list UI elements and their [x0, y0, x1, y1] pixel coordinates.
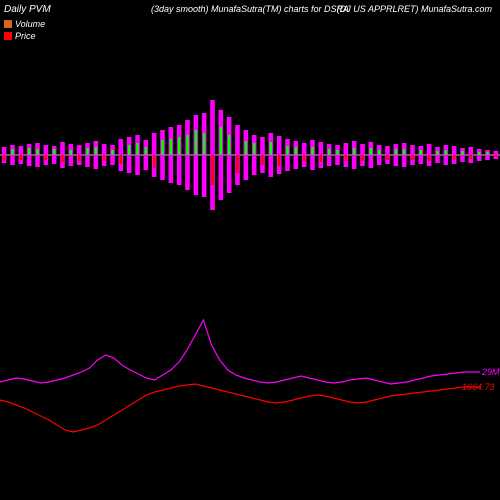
volume-axis-label: 29M: [482, 367, 500, 377]
legend-item-volume: Volume: [4, 18, 45, 30]
legend-label-volume: Volume: [15, 19, 45, 29]
chart-header: Daily PVM (3day smooth) MunafaSutra(TM) …: [0, 4, 500, 18]
legend: Volume Price: [4, 18, 45, 42]
legend-swatch-volume: [4, 20, 12, 28]
header-right-source: (DJ US APPRLRET) MunafaSutra.com: [337, 4, 492, 14]
volume-bar-chart: [0, 75, 500, 235]
price-volume-line-chart: [0, 300, 500, 480]
legend-swatch-price: [4, 32, 12, 40]
legend-label-price: Price: [15, 31, 36, 41]
price-axis-label: 1664.73: [462, 382, 495, 392]
legend-item-price: Price: [4, 30, 45, 42]
